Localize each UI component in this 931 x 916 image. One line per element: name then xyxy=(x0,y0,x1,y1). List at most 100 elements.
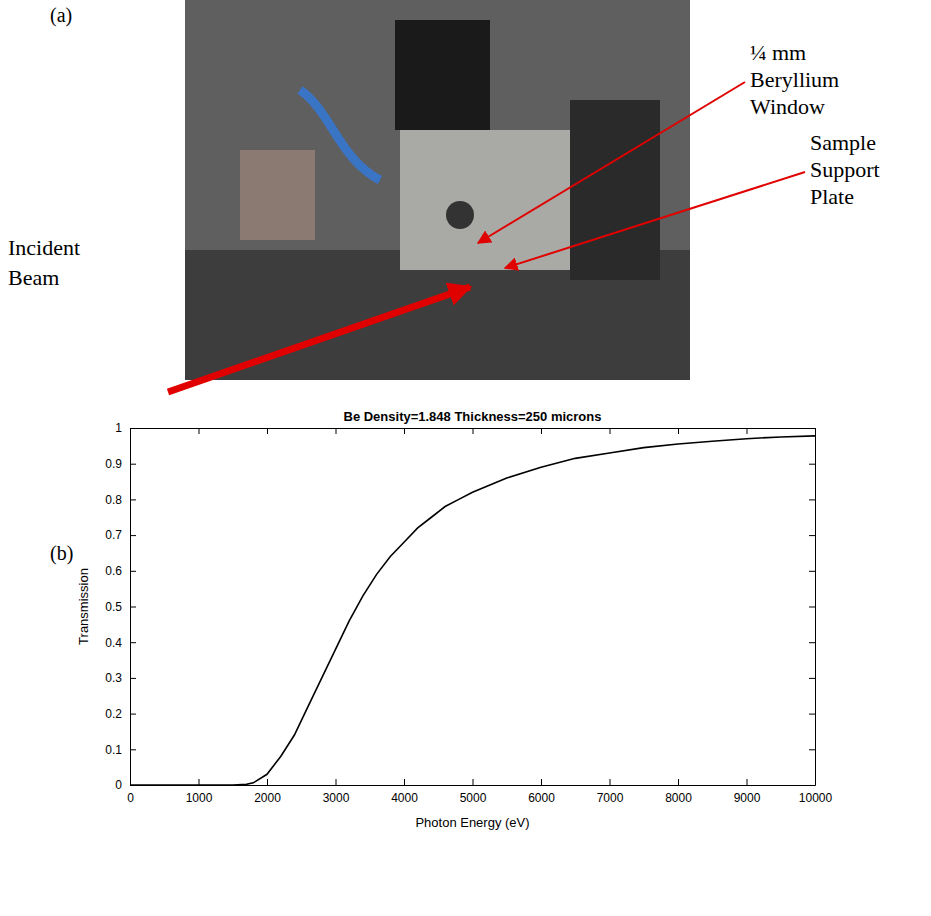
tick-mark xyxy=(473,779,474,785)
tick xyxy=(809,749,815,750)
tick-mark xyxy=(610,428,611,434)
plot-background xyxy=(130,428,815,785)
tick: 0.7 xyxy=(105,528,136,542)
callout-arrow xyxy=(505,172,805,268)
beam-arrow xyxy=(168,287,470,392)
tick-label: 0.3 xyxy=(105,671,122,685)
tick-mark xyxy=(130,642,136,643)
tick-mark xyxy=(130,607,136,608)
tick-label: 4000 xyxy=(391,791,418,805)
y-axis-right xyxy=(809,429,816,786)
tick: 9000 xyxy=(734,779,761,805)
tick: 3000 xyxy=(323,779,350,805)
panel-label: (b) xyxy=(50,542,73,565)
y-axis-title: Transmission xyxy=(76,568,91,645)
tick-mark xyxy=(130,678,136,679)
chart-title: Be Density=1.848 Thickness=250 microns xyxy=(344,409,602,424)
tick: 0.2 xyxy=(105,707,136,721)
tick-mark xyxy=(541,428,542,434)
tick xyxy=(809,428,815,429)
tick xyxy=(473,428,474,434)
tick-label: 9000 xyxy=(734,791,761,805)
tick-mark xyxy=(130,428,136,429)
tick-label: 0.4 xyxy=(105,636,122,650)
tick xyxy=(809,642,815,643)
axis-line xyxy=(131,785,816,786)
tick: 0.1 xyxy=(105,743,136,757)
tick-mark xyxy=(130,785,136,786)
tick-mark xyxy=(130,499,136,500)
tick xyxy=(610,428,611,434)
tick-mark xyxy=(541,779,542,785)
tick-label: 8000 xyxy=(665,791,692,805)
callout-line: Support xyxy=(810,157,880,182)
tick-mark xyxy=(809,428,815,429)
tick-label: 5000 xyxy=(460,791,487,805)
tick: 1 xyxy=(115,421,136,435)
tick-mark xyxy=(130,714,136,715)
tick xyxy=(404,428,405,434)
tick-mark xyxy=(678,428,679,434)
tick-mark xyxy=(130,749,136,750)
tick-label: 0.2 xyxy=(105,707,122,721)
tick-mark xyxy=(809,607,815,608)
photo-chamber xyxy=(400,130,570,270)
photo-pump xyxy=(240,150,315,240)
tick-mark xyxy=(809,678,815,679)
tick xyxy=(267,428,268,434)
tick: 4000 xyxy=(391,779,418,805)
tick xyxy=(809,571,815,572)
tick: 0.6 xyxy=(105,564,136,578)
callout-line: Plate xyxy=(810,184,854,209)
tick xyxy=(336,428,337,434)
photo xyxy=(185,0,690,380)
callout: SampleSupportPlate xyxy=(810,130,880,209)
tick xyxy=(809,607,815,608)
photo-window xyxy=(446,201,474,229)
tick xyxy=(809,714,815,715)
tick-mark xyxy=(130,571,136,572)
axis-line xyxy=(815,429,816,786)
tick-mark xyxy=(809,642,815,643)
callout-line: ¼ mm xyxy=(750,40,806,65)
tick-mark xyxy=(809,714,815,715)
tick: 0.9 xyxy=(105,457,136,471)
tick-mark xyxy=(809,535,815,536)
callout-line: Sample xyxy=(810,130,876,155)
tick-label: 0.8 xyxy=(105,493,122,507)
tick xyxy=(199,428,200,434)
x-axis-top xyxy=(131,428,816,434)
tick: 0 xyxy=(115,778,136,792)
tick xyxy=(809,464,815,465)
tick-label: 0.9 xyxy=(105,457,122,471)
tick: 1000 xyxy=(186,779,213,805)
tick xyxy=(809,678,815,679)
callout-line: Window xyxy=(750,94,825,119)
y-axis: 00.10.20.30.40.50.60.70.80.91 xyxy=(105,421,136,792)
tick-label: 0 xyxy=(115,778,122,792)
tick-mark xyxy=(267,428,268,434)
callout-line: Incident xyxy=(8,235,80,260)
tick-label: 6000 xyxy=(528,791,555,805)
tick-mark xyxy=(809,749,815,750)
callout: ¼ mmBerylliumWindow xyxy=(750,40,839,119)
plot-marks xyxy=(130,436,815,785)
tick-mark xyxy=(336,779,337,785)
tick-label: 7000 xyxy=(597,791,624,805)
callout-line: Beryllium xyxy=(750,67,839,92)
tick xyxy=(678,428,679,434)
figure: (a) ¼ mmBerylliumWindow SampleSupportPlate… xyxy=(0,0,931,916)
data-line xyxy=(130,436,815,785)
photo-hose xyxy=(300,90,380,180)
x-axis-title: Photon Energy (eV) xyxy=(415,815,529,830)
tick-mark xyxy=(473,428,474,434)
panel-label: (a) xyxy=(50,4,72,27)
tick-label: 10000 xyxy=(799,791,833,805)
tick xyxy=(809,785,815,786)
tick-label: 0.1 xyxy=(105,743,122,757)
tick-mark xyxy=(199,428,200,434)
tick-mark xyxy=(809,499,815,500)
callout-line: Beam xyxy=(8,265,59,290)
tick-mark xyxy=(610,779,611,785)
x-axis: 0100020003000400050006000700080009000100… xyxy=(127,779,832,805)
